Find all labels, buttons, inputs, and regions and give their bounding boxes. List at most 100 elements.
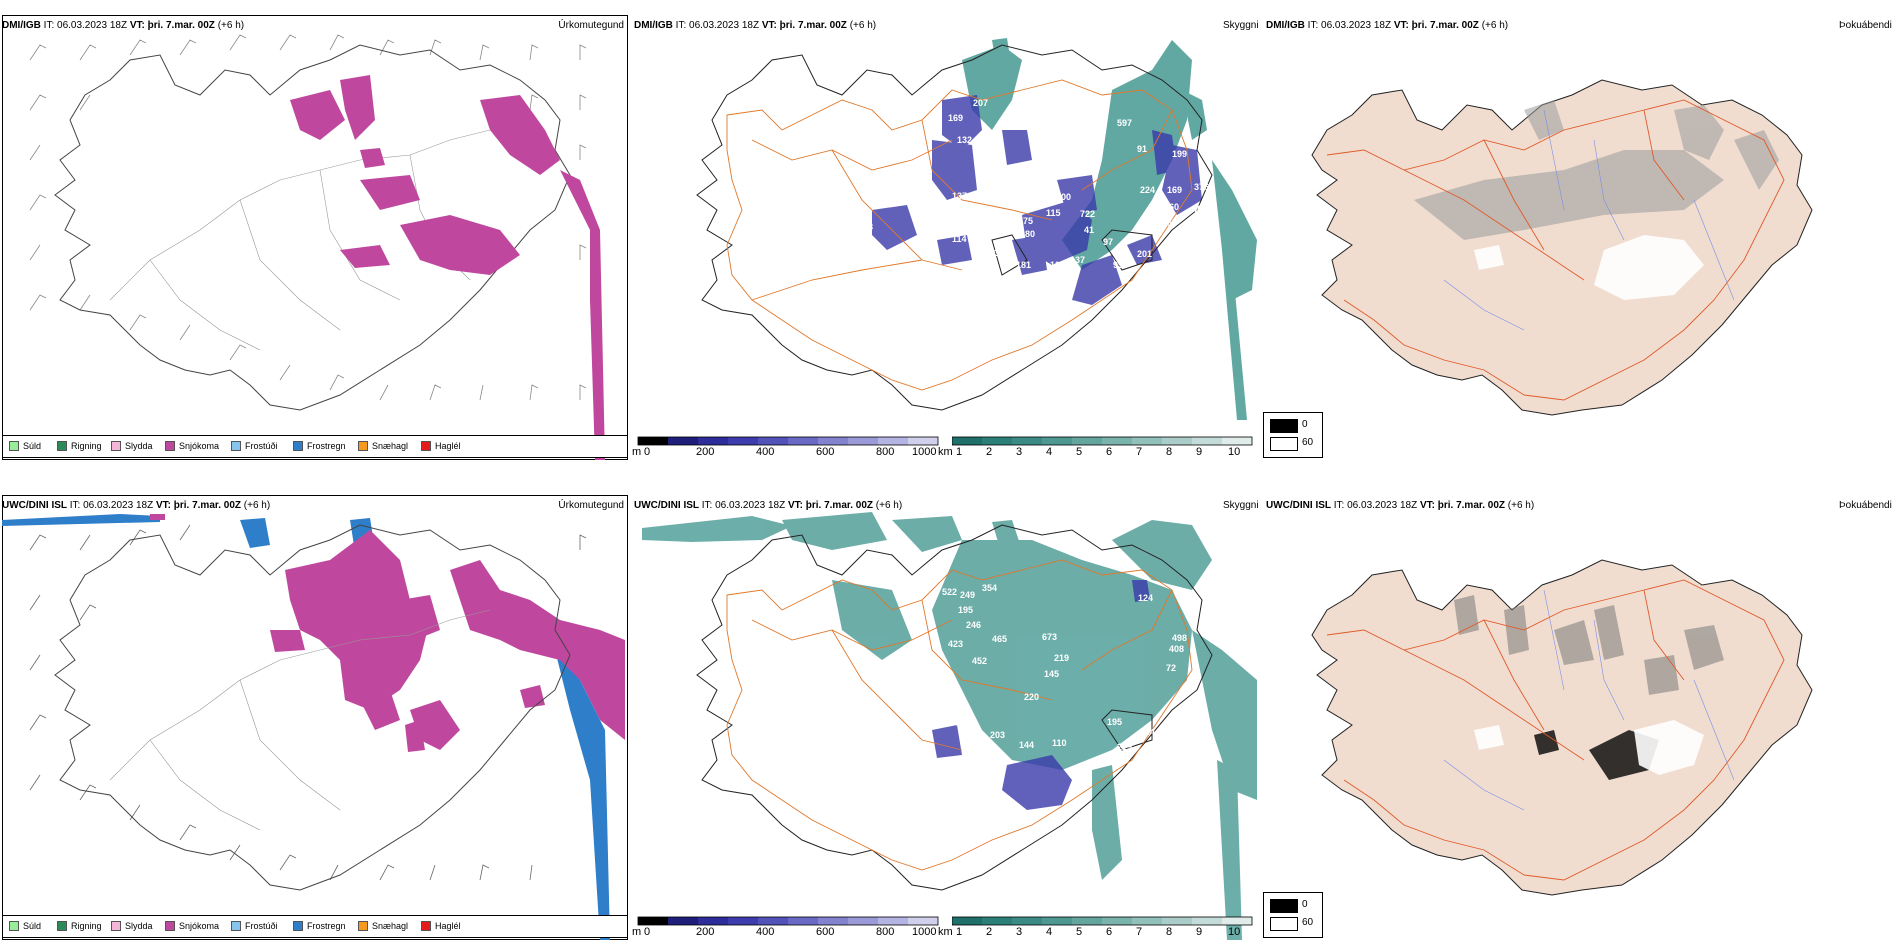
visibility-map: 522 249 354 195 246 465 423 452 673 219 … <box>642 512 1257 940</box>
fog-map <box>1311 79 1813 416</box>
road-network <box>726 559 1193 871</box>
vis-label: 42 <box>956 719 966 729</box>
colorbar-tick: 1000 <box>912 926 937 938</box>
fog-tick: 60 <box>1302 917 1314 928</box>
vis-label: 203 <box>990 730 1005 740</box>
panel-header: DMI/IGB IT: 06.03.2023 18Z VT: þri. 7.ma… <box>2 20 244 32</box>
legend-swatch <box>9 441 19 451</box>
teal-visibility <box>642 512 1257 940</box>
colorbar-tick: 1 <box>956 446 963 458</box>
interior-lines <box>109 129 491 351</box>
colorbar-tick: 9 <box>1196 446 1203 458</box>
vis-label: 275 <box>1018 216 1033 226</box>
vis-label: 219 <box>1054 653 1069 663</box>
vis-label: 137 <box>952 191 967 201</box>
visibility-colorbar-km <box>952 916 1253 926</box>
vis-label: 249 <box>960 590 975 600</box>
panel-frame <box>2 495 628 940</box>
valid-time: VT: þri. 7.mar. 00Z <box>129 20 215 31</box>
colorbar-tick: 9 <box>1196 926 1203 938</box>
panel-title: Skyggni <box>1223 20 1259 31</box>
colorbar-tick: 2 <box>986 926 993 938</box>
wind-barbs <box>29 524 587 881</box>
colorbar-tick: 7 <box>1136 446 1143 458</box>
valid-time: VT: þri. 7.mar. 00Z <box>761 20 847 31</box>
legend-swatch <box>165 441 175 451</box>
legend-swatch <box>231 921 241 931</box>
vis-label: 110 <box>1052 738 1067 748</box>
rivers <box>1443 109 1735 331</box>
vis-label: 207 <box>973 98 988 108</box>
init-time: IT: 06.03.2023 18Z <box>1333 500 1418 511</box>
fog-legend: 0 60 <box>1263 892 1323 938</box>
vis-label: 310 <box>994 248 1009 258</box>
panel-title: Skyggni <box>1223 500 1259 511</box>
colorbar-tick: 8 <box>1166 926 1173 938</box>
valid-time: VT: þri. 7.mar. 00Z <box>1393 20 1479 31</box>
vis-label: 97 <box>1103 237 1113 247</box>
vis-label: 408 <box>1169 644 1184 654</box>
vis-label: 124 <box>1138 593 1153 603</box>
forecast-offset: (+6 h) <box>1481 20 1509 31</box>
visibility-colorbar-km <box>952 436 1253 446</box>
vis-label: 115 <box>1046 208 1061 218</box>
interior-lines <box>109 609 491 831</box>
precip-type-legend: Súld Rigning Slydda Snjókoma Frostúði Fr… <box>2 435 628 458</box>
blue-low-visibility <box>872 95 1202 305</box>
colorbar-unit: km <box>938 926 953 938</box>
precip-type-legend: Súld Rigning Slydda Snjókoma Frostúði Fr… <box>2 915 628 938</box>
init-time: IT: 06.03.2023 18Z <box>1307 20 1392 31</box>
panel-dmi-fog: DMI/IGB IT: 06.03.2023 18Z VT: þri. 7.ma… <box>1264 0 1894 465</box>
visibility-map: 207 169 132 163 137 188 167 114 310 275 … <box>696 38 1257 420</box>
valid-time: VT: þri. 7.mar. 00Z <box>1419 500 1506 511</box>
forecast-offset: (+6 h) <box>1507 500 1535 511</box>
colorbar-tick: 6 <box>1106 446 1113 458</box>
fog-swatch-light <box>1270 917 1298 931</box>
snow-areas <box>290 75 605 460</box>
colorbar-tick: 3 <box>1016 926 1023 938</box>
colorbar-tick: 10 <box>1228 926 1241 938</box>
legend-swatch <box>358 921 368 931</box>
legend-swatch <box>111 441 121 451</box>
vis-label: 137 <box>1070 255 1085 265</box>
iceland-outline <box>696 524 1213 891</box>
vis-label: 160 <box>1164 202 1179 212</box>
vis-label: 224 <box>1140 185 1155 195</box>
vis-label: 169 <box>948 113 963 123</box>
fog-tick: 60 <box>1302 437 1314 448</box>
vis-label: 99 <box>1113 260 1123 270</box>
iceland-outline <box>54 44 571 411</box>
colorbar-tick: 1000 <box>912 446 937 458</box>
colorbar-tick: 5 <box>1076 926 1083 938</box>
vis-label: 144 <box>1019 740 1034 750</box>
vis-label: 132 <box>957 135 972 145</box>
vis-label: 180 <box>1020 229 1035 239</box>
legend-swatch <box>57 441 67 451</box>
vis-label: 354 <box>982 583 997 593</box>
vis-label: 376 <box>1194 182 1209 192</box>
vis-label: 423 <box>948 639 963 649</box>
colorbar-tick: 4 <box>1046 446 1053 458</box>
fog-tick: 0 <box>1302 899 1308 910</box>
legend-swatch <box>57 921 67 931</box>
vis-label: 498 <box>1172 633 1187 643</box>
colorbar-tick: 400 <box>756 926 775 938</box>
iceland-land <box>1311 559 1813 896</box>
vis-label: 201 <box>1137 249 1152 259</box>
colorbar-tick: 0 <box>644 446 651 458</box>
model-name: DMI/IGB <box>1266 20 1305 31</box>
panel-title: Úrkomutegund <box>558 500 624 511</box>
visibility-labels: 207 169 132 163 137 188 167 114 310 275 … <box>858 98 1209 309</box>
vis-label: 114 <box>952 234 967 244</box>
init-time: IT: 06.03.2023 18Z <box>701 500 786 511</box>
legend-swatch <box>421 921 431 931</box>
init-time: IT: 06.03.2023 18Z <box>69 500 154 511</box>
colorbar-tick: 3 <box>1016 446 1023 458</box>
forecast-offset: (+6 h) <box>849 20 877 31</box>
fog-swatch-dark <box>1270 419 1298 433</box>
vis-label: 452 <box>972 656 987 666</box>
colorbar-unit: km <box>938 446 953 458</box>
legend-swatch <box>231 441 241 451</box>
colorbar-tick: 1 <box>956 926 963 938</box>
vis-label: 457 <box>1162 218 1177 228</box>
